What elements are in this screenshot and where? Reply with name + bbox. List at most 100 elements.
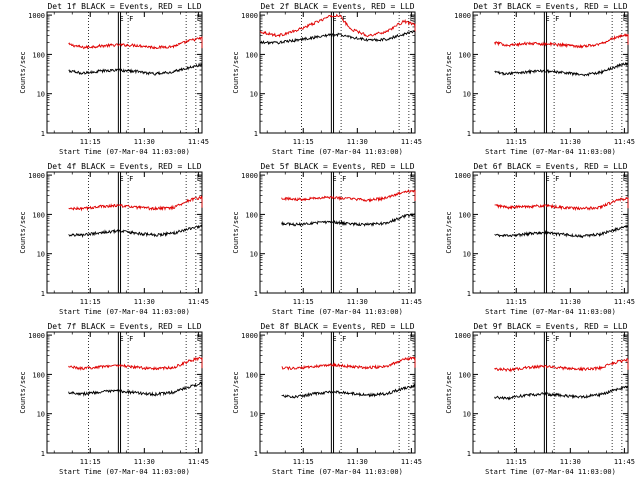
y-tick-label: 10 (463, 411, 471, 419)
x-tick-label: 11:15 (80, 298, 101, 306)
flag-mark-label: E (119, 335, 123, 343)
y-tick-label: 10 (37, 251, 45, 259)
y-tick-label: 1 (41, 130, 45, 138)
y-tick-label: 10 (37, 411, 45, 419)
chart-title: Det 4f BLACK = Events, RED = LLD (47, 162, 201, 171)
chart-title: Det 3f BLACK = Events, RED = LLD (473, 2, 627, 11)
y-tick-label: 100 (32, 211, 45, 219)
x-tick-label: 11:45 (614, 298, 635, 306)
flag-mark-label: F (555, 15, 559, 23)
y-axis-label: Counts/sec (445, 51, 453, 93)
x-axis-label: Start Time (07-Mar-04 11:03:00) (485, 468, 616, 476)
y-tick-label: 1000 (28, 332, 45, 340)
y-tick-label: 1000 (454, 172, 471, 180)
flag-mark-label: E (623, 175, 627, 183)
flag-mark-label: E (197, 335, 201, 343)
flag-mark-label: F (555, 335, 559, 343)
y-tick-label: 100 (32, 51, 45, 59)
y-tick-label: 1 (467, 450, 471, 458)
y-axis-label: Counts/sec (19, 211, 27, 253)
events-series-line (68, 62, 203, 76)
chart-title: Det 7f BLACK = Events, RED = LLD (47, 322, 201, 331)
x-tick-label: 11:45 (614, 458, 635, 466)
chart-title: Det 1f BLACK = Events, RED = LLD (47, 2, 201, 11)
y-tick-label: 10 (463, 91, 471, 99)
y-axis-label: Counts/sec (19, 371, 27, 413)
plot-frame (46, 11, 203, 134)
y-tick-label: 10 (250, 411, 258, 419)
x-tick-label: 11:45 (188, 458, 209, 466)
lld-series-line (281, 356, 416, 371)
flag-mark-label: E (410, 175, 414, 183)
flag-mark-label: E (332, 335, 336, 343)
x-axis-label: Start Time (07-Mar-04 11:03:00) (272, 468, 403, 476)
x-tick-label: 11:45 (401, 298, 422, 306)
chart-title: Det 2f BLACK = Events, RED = LLD (260, 2, 414, 11)
x-tick-label: 11:30 (560, 298, 581, 306)
x-axis-label: Start Time (07-Mar-04 11:03:00) (485, 148, 616, 156)
y-axis-label: Counts/sec (445, 211, 453, 253)
x-tick-label: 11:15 (506, 458, 527, 466)
y-tick-label: 100 (245, 371, 258, 379)
events-series-line (259, 30, 416, 46)
x-axis-label: Start Time (07-Mar-04 11:03:00) (59, 148, 190, 156)
y-axis-label: Counts/sec (19, 51, 27, 93)
lld-series-line (68, 356, 203, 371)
lld-series-line (281, 188, 416, 203)
y-axis-label: Counts/sec (445, 371, 453, 413)
x-tick-label: 11:30 (134, 298, 155, 306)
y-axis-label: Counts/sec (232, 371, 240, 413)
x-tick-label: 11:30 (560, 458, 581, 466)
y-tick-label: 1000 (241, 12, 258, 20)
x-tick-label: 11:30 (347, 138, 368, 146)
y-tick-label: 100 (458, 371, 471, 379)
y-tick-label: 10 (463, 251, 471, 259)
y-tick-label: 100 (245, 211, 258, 219)
events-series-line (68, 224, 203, 238)
events-series-line (494, 224, 629, 239)
y-tick-label: 1 (41, 290, 45, 298)
flag-mark-label: E (197, 15, 201, 23)
flag-mark-label: E (545, 335, 549, 343)
x-axis-label: Start Time (07-Mar-04 11:03:00) (59, 468, 190, 476)
y-tick-label: 1 (467, 130, 471, 138)
x-tick-label: 11:30 (560, 138, 581, 146)
y-tick-label: 1000 (241, 332, 258, 340)
x-tick-label: 11:15 (293, 458, 314, 466)
flag-mark-label: E (623, 335, 627, 343)
y-tick-label: 1000 (454, 332, 471, 340)
x-axis-label: Start Time (07-Mar-04 11:03:00) (272, 148, 403, 156)
flag-mark-label: F (129, 15, 133, 23)
flag-mark-label: E (545, 15, 549, 23)
flag-mark-label: E (410, 15, 414, 23)
lld-series-line (494, 32, 629, 49)
chart-title: Det 5f BLACK = Events, RED = LLD (260, 162, 414, 171)
chart-title: Det 9f BLACK = Events, RED = LLD (473, 322, 627, 331)
y-tick-label: 10 (250, 91, 258, 99)
flag-mark-label: E (197, 175, 201, 183)
flag-mark-label: E (332, 175, 336, 183)
x-axis-label: Start Time (07-Mar-04 11:03:00) (485, 308, 616, 316)
flag-mark-label: E (410, 335, 414, 343)
lld-series-line (494, 358, 629, 373)
events-series-line (494, 61, 629, 77)
x-tick-label: 11:15 (80, 138, 101, 146)
chart-title: Det 8f BLACK = Events, RED = LLD (260, 322, 414, 331)
x-tick-label: 11:30 (134, 458, 155, 466)
plot-frame (259, 171, 416, 294)
flag-mark-label: F (342, 335, 346, 343)
y-tick-label: 10 (250, 251, 258, 259)
y-tick-label: 100 (458, 51, 471, 59)
plot-frame (259, 11, 416, 134)
y-axis-label: Counts/sec (232, 211, 240, 253)
x-tick-label: 11:15 (293, 298, 314, 306)
x-tick-label: 11:15 (506, 138, 527, 146)
